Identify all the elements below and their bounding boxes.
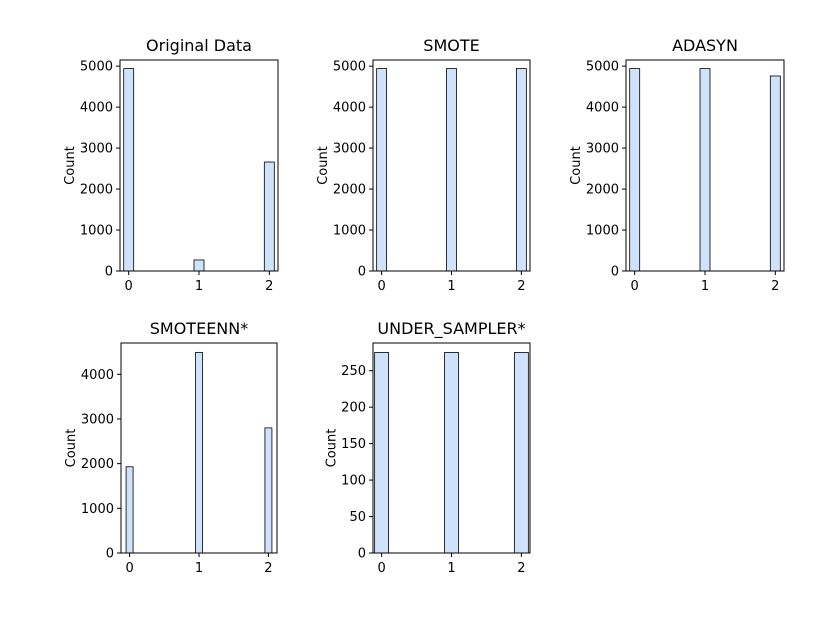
y-tick-label: 0 [105,265,113,280]
y-tick-label: 2000 [586,183,619,198]
y-tick-label: 3000 [333,142,366,157]
y-tick-label: 3000 [81,412,114,427]
y-tick-label: 2000 [81,457,114,472]
y-tick-label: 1000 [333,224,366,239]
y-tick-label: 5000 [586,60,619,75]
bar [374,352,390,554]
chart-panel: 0 1 2 0 1000 2000 3000 4000 Count SMOTEENN* [64,319,278,576]
x-tick-label: 1 [195,279,203,294]
bar [123,68,135,272]
bar [264,427,273,554]
y-tick-label: 150 [341,437,366,452]
bar [699,68,711,272]
y-tick-label: 1000 [80,224,113,239]
x-tick-label: 2 [264,561,272,576]
y-tick-label: 200 [341,401,366,416]
x-tick-label: 2 [265,279,273,294]
y-tick-label: 3000 [80,142,113,157]
x-tick-label: 1 [447,561,455,576]
bar [515,68,527,272]
y-tick-label: 0 [611,265,619,280]
y-tick-label: 0 [358,547,366,562]
y-axis-label: Count [569,146,584,185]
panel-title: SMOTE [423,36,479,55]
x-tick-label: 1 [195,561,203,576]
panel-title: ADASYN [672,36,738,55]
x-tick-label: 2 [517,279,525,294]
y-axis-label: Count [63,146,78,185]
bar [446,68,457,272]
bar [444,352,459,554]
y-tick-label: 2000 [80,183,113,198]
y-axis-label: Count [316,146,331,185]
y-tick-label: 5000 [80,60,113,75]
y-tick-label: 4000 [333,101,366,116]
y-tick-label: 50 [349,510,366,525]
bar [513,352,529,554]
y-tick-label: 5000 [333,60,366,75]
chart-panel: 0 1 2 0 1000 2000 3000 4000 5000 Count Original Da… [63,36,279,294]
x-tick-label: 0 [377,279,385,294]
bar [195,351,203,554]
y-tick-label: 1000 [81,502,114,517]
y-axis-label: Count [325,429,340,468]
y-tick-label: 100 [341,474,366,489]
bar [263,161,275,272]
x-tick-label: 0 [125,279,133,294]
chart-panel: 0 1 2 0 1000 2000 3000 4000 5000 Count SMOTE [316,36,531,294]
x-tick-label: 1 [701,279,709,294]
x-tick-label: 0 [631,279,639,294]
x-tick-label: 1 [447,279,455,294]
chart-panel: 0 1 2 0 50 100 150 200 250 Count UNDER_SAMPLER* [325,319,531,576]
axes-frame [119,59,279,272]
bar [193,259,205,272]
bar [629,68,641,272]
y-axis-label: Count [64,429,79,468]
x-tick-label: 2 [517,561,525,576]
panel-title: UNDER_SAMPLER* [377,319,525,339]
panel-title: Original Data [146,36,252,55]
y-tick-label: 0 [358,265,366,280]
y-tick-label: 3000 [586,142,619,157]
panel-title: SMOTEENN* [150,319,248,338]
y-tick-label: 4000 [80,101,113,116]
x-tick-label: 0 [125,561,133,576]
bar [769,75,781,272]
chart-panel: 0 1 2 0 1000 2000 3000 4000 5000 Count ADASYN [569,36,785,294]
y-tick-label: 1000 [586,224,619,239]
bar [125,466,134,554]
bar [376,68,388,272]
y-tick-label: 0 [106,547,114,562]
x-tick-label: 2 [771,279,779,294]
y-tick-label: 2000 [333,183,366,198]
y-tick-label: 4000 [81,368,114,383]
y-tick-label: 4000 [586,101,619,116]
y-tick-label: 250 [341,364,366,379]
x-tick-label: 0 [377,561,385,576]
